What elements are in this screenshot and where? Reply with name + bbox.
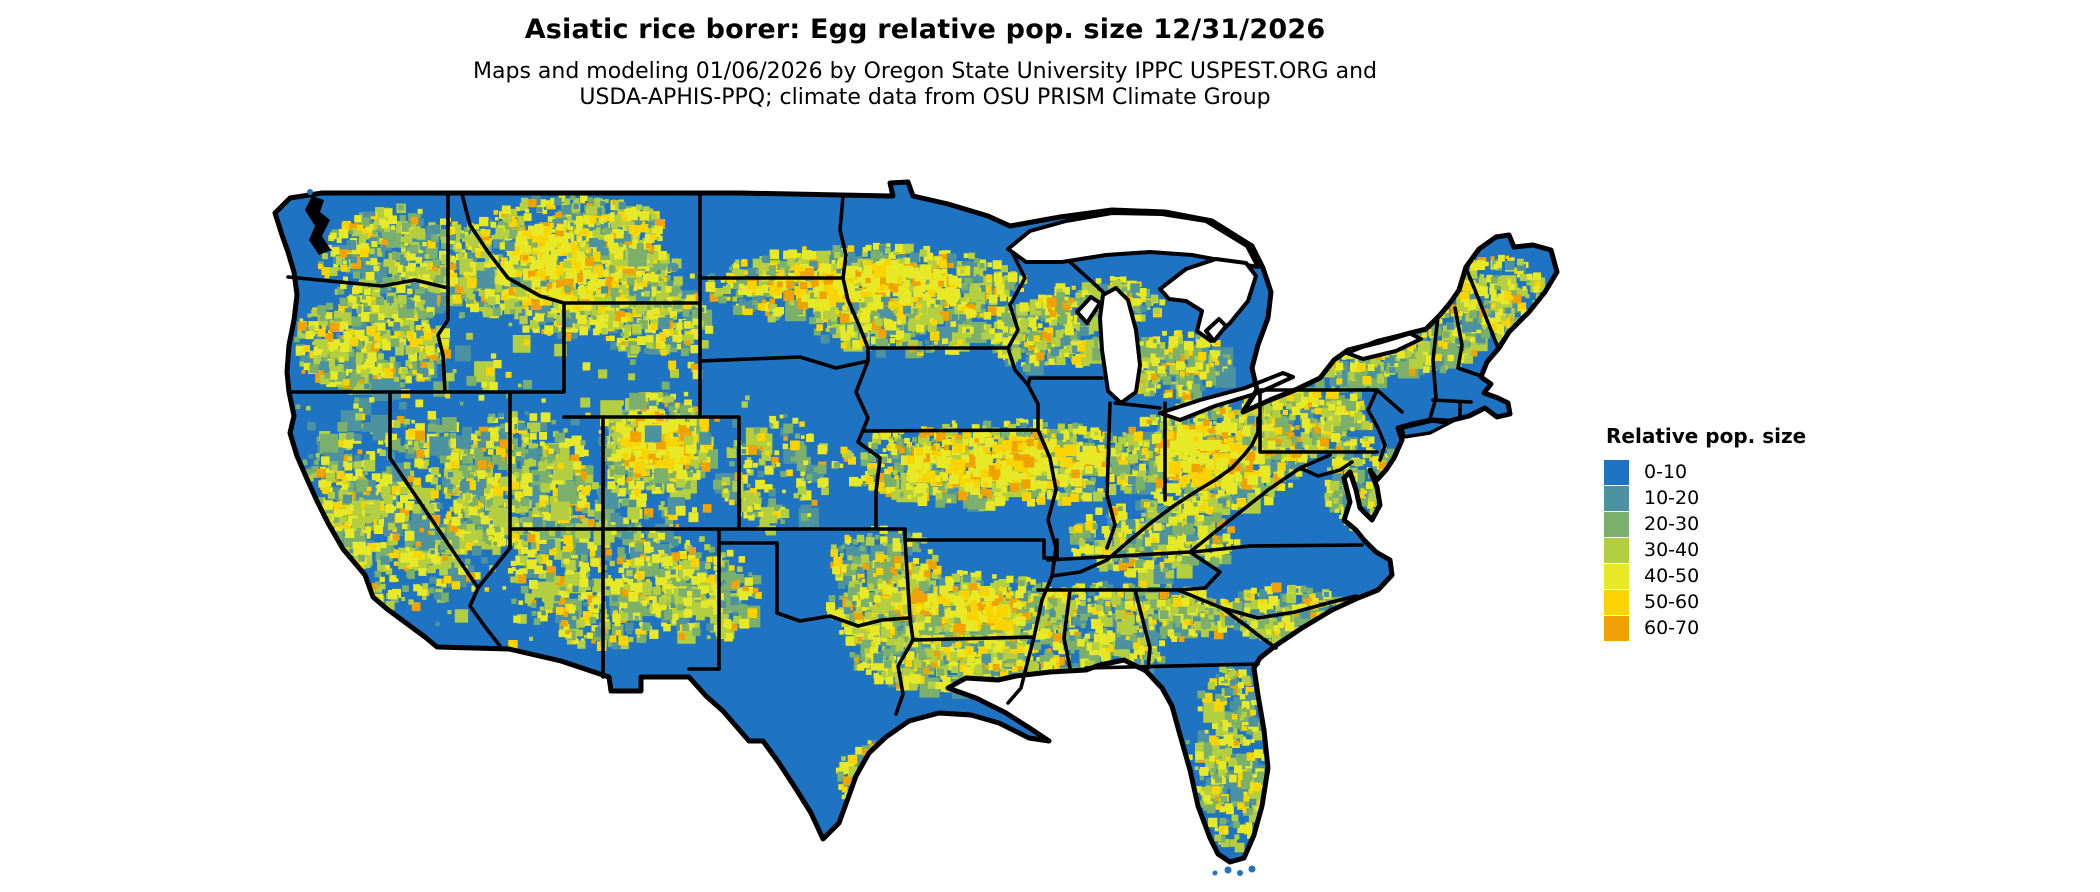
legend-title: Relative pop. size	[1606, 424, 1807, 448]
legend-label: 0-10	[1644, 461, 1688, 483]
lake-superior	[1006, 211, 1260, 269]
legend-item: 10-20	[1604, 485, 1806, 511]
legend-label: 10-20	[1644, 487, 1700, 509]
legend-swatch	[1604, 615, 1629, 641]
legend-label: 50-60	[1644, 591, 1700, 613]
legend-label: 60-70	[1644, 617, 1700, 639]
legend-swatch	[1604, 511, 1629, 537]
legend-item: 40-50	[1604, 563, 1806, 589]
legend-item: 0-10	[1604, 459, 1806, 485]
legend-swatch	[1604, 485, 1629, 511]
lake-huron	[1158, 257, 1258, 343]
legend-swatch	[1604, 537, 1629, 563]
lake-erie	[1158, 371, 1295, 422]
saginaw-bay	[1204, 317, 1228, 343]
florida-keys	[1212, 865, 1256, 876]
legend-item: 20-30	[1604, 511, 1806, 537]
island-dot	[307, 189, 313, 195]
legend-item: 60-70	[1604, 615, 1806, 641]
state-borders	[286, 191, 1500, 716]
legend-swatch	[1604, 563, 1629, 589]
legend-item: 30-40	[1604, 537, 1806, 563]
green-bay	[1075, 295, 1102, 325]
legend: Relative pop. size 0-10 10-20 20-30 30-40 40…	[1604, 424, 1806, 641]
legend-label: 20-30	[1644, 513, 1700, 535]
legend-label: 40-50	[1644, 565, 1700, 587]
lake-michigan	[1098, 286, 1142, 405]
legend-item: 50-60	[1604, 589, 1806, 615]
great-lakes	[1006, 211, 1423, 422]
legend-rows: 0-10 10-20 20-30 30-40 40-50 50-60 60-70	[1604, 459, 1806, 641]
page-title: Asiatic rice borer: Egg relative pop. si…	[524, 14, 1326, 45]
legend-swatch	[1604, 589, 1629, 615]
legend-swatch	[1604, 459, 1629, 485]
long-island	[1399, 419, 1455, 439]
legend-label: 30-40	[1644, 539, 1700, 561]
subtitle-line-2: USDA-APHIS-PPQ; climate data from OSU PR…	[579, 85, 1271, 110]
page-subtitle: Maps and modeling 01/06/2026 by Oregon S…	[0, 59, 1850, 111]
subtitle-line-1: Maps and modeling 01/06/2026 by Oregon S…	[473, 59, 1377, 84]
population-raster-texture	[283, 193, 1550, 853]
puget-sound	[305, 196, 331, 255]
